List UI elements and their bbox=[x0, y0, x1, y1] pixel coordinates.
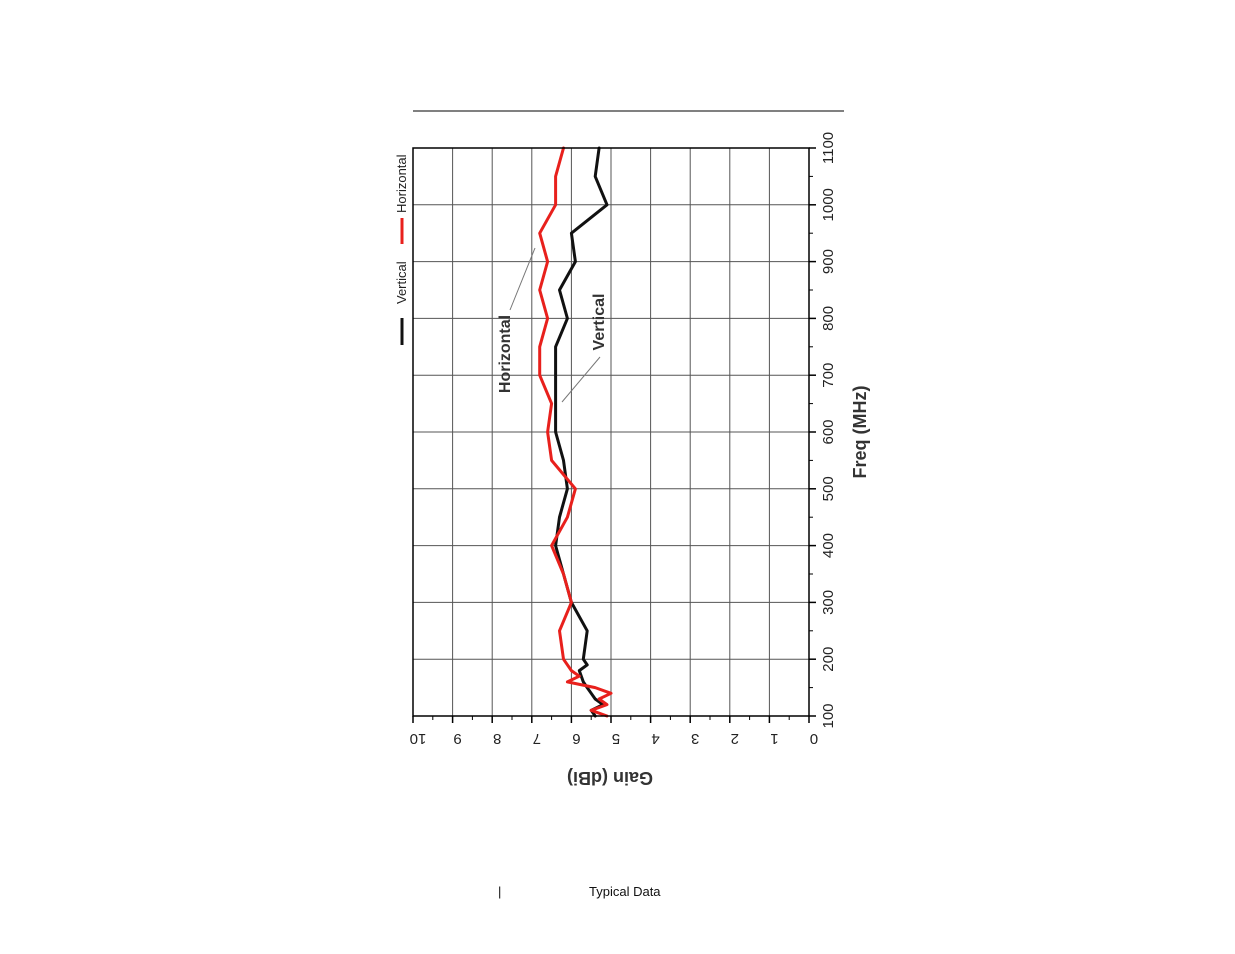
tick-label-freq-300: 300 bbox=[820, 590, 837, 615]
tick-label-gain-8: 8 bbox=[493, 730, 501, 747]
tick-label-freq-400: 400 bbox=[820, 533, 837, 558]
footer-caption: Typical Data bbox=[589, 884, 661, 899]
annotation-horizontal-leader bbox=[509, 247, 536, 311]
annotation-vertical-leader bbox=[561, 356, 601, 403]
tick-label-gain-5: 5 bbox=[612, 730, 620, 747]
legend-label-horizontal: Horizontal bbox=[394, 154, 409, 213]
tick-label-freq-1000: 1000 bbox=[820, 188, 837, 221]
annotation-horizontal: Horizontal bbox=[497, 247, 536, 393]
annotation-vertical-label: Vertical bbox=[591, 294, 608, 351]
tick-label-freq-600: 600 bbox=[820, 419, 837, 444]
footer-separator: | bbox=[498, 884, 502, 899]
annotation-horizontal-label: Horizontal bbox=[497, 315, 514, 393]
series-line-vertical bbox=[554, 146, 609, 718]
tick-label-gain-0: 0 bbox=[810, 730, 818, 747]
tick-label-gain-1: 1 bbox=[770, 730, 778, 747]
tick-label-freq-1100: 1100 bbox=[820, 132, 837, 164]
tick-label-gain-10: 10 bbox=[410, 730, 427, 747]
tick-label-freq-100: 100 bbox=[820, 703, 837, 728]
tick-labels: 100 200 300 400 500 600 700 800 900 1000 1100 0 1 2 3 4… bbox=[410, 132, 837, 747]
annotation-vertical: Vertical bbox=[561, 294, 608, 403]
tick-label-gain-4: 4 bbox=[651, 730, 659, 747]
tick-label-freq-500: 500 bbox=[820, 476, 837, 501]
ticks bbox=[412, 147, 816, 723]
series-line-horizontal bbox=[538, 146, 613, 718]
tick-label-freq-800: 800 bbox=[820, 306, 837, 331]
legend: Vertical Horizontal bbox=[394, 154, 409, 345]
tick-label-gain-9: 9 bbox=[453, 730, 461, 747]
y-axis-title: Gain (dBi) bbox=[567, 768, 653, 788]
tick-label-gain-7: 7 bbox=[533, 730, 541, 747]
tick-label-freq-700: 700 bbox=[820, 363, 837, 388]
tick-label-gain-3: 3 bbox=[691, 730, 699, 747]
x-axis-title: Freq (MHz) bbox=[850, 386, 870, 479]
legend-label-vertical: Vertical bbox=[394, 261, 409, 304]
tick-label-gain-2: 2 bbox=[731, 730, 739, 747]
tick-label-freq-200: 200 bbox=[820, 647, 837, 672]
tick-label-freq-900: 900 bbox=[820, 249, 837, 274]
series-layer bbox=[538, 146, 613, 718]
grid bbox=[412, 147, 810, 717]
tick-label-gain-6: 6 bbox=[572, 730, 580, 747]
